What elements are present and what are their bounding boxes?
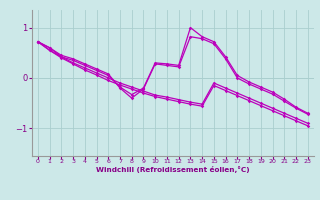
X-axis label: Windchill (Refroidissement éolien,°C): Windchill (Refroidissement éolien,°C) xyxy=(96,166,250,173)
